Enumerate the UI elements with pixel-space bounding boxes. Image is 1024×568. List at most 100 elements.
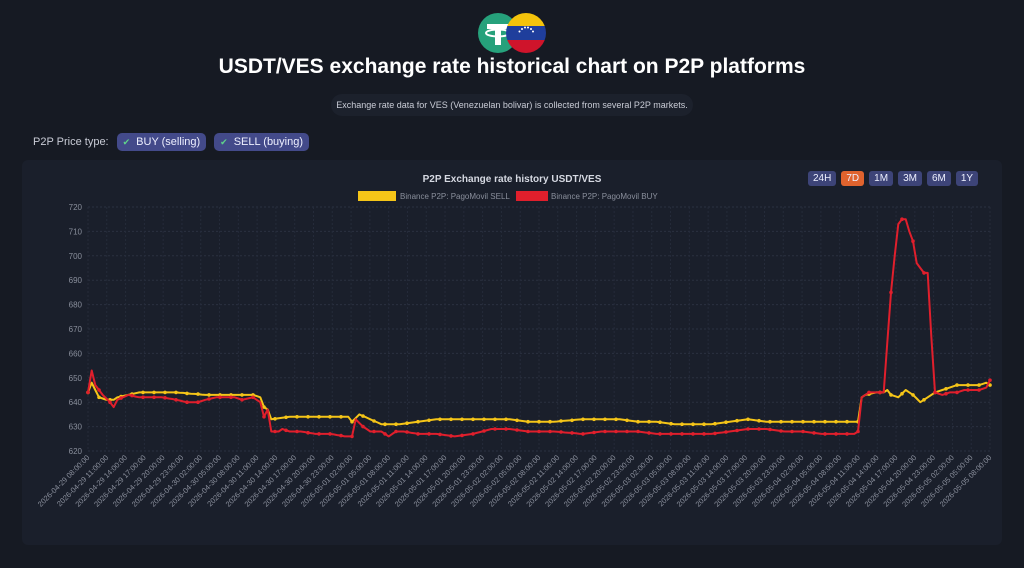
data-point[interactable] [647,419,651,424]
data-point[interactable] [174,390,178,395]
data-point[interactable] [625,418,629,423]
data-point[interactable] [383,422,387,427]
data-point[interactable] [471,432,475,436]
data-point[interactable] [713,431,717,436]
data-point[interactable] [438,432,442,437]
data-point[interactable] [262,405,266,409]
range-24h-button[interactable]: 24H [808,171,837,186]
range-6m-button[interactable]: 6M [926,171,951,186]
data-point[interactable] [845,432,849,436]
data-point[interactable] [768,419,772,424]
buy-toggle[interactable]: ✔ BUY (selling) [116,133,207,151]
data-point[interactable] [977,383,981,387]
data-point[interactable] [911,393,915,397]
data-point[interactable] [581,417,585,422]
data-point[interactable] [229,395,233,400]
data-point[interactable] [130,393,134,398]
data-point[interactable] [889,393,893,397]
sell-toggle[interactable]: ✔ SELL (buying) [214,133,310,151]
data-point[interactable] [284,428,288,433]
data-point[interactable] [702,432,706,436]
data-point[interactable] [526,429,530,434]
data-point[interactable] [603,429,607,434]
data-point[interactable] [482,429,486,433]
data-point[interactable] [636,429,640,434]
data-point[interactable] [713,421,717,426]
data-point[interactable] [86,390,90,395]
data-point[interactable] [515,418,519,423]
data-point[interactable] [834,419,838,424]
data-point[interactable] [295,415,299,419]
range-3m-button[interactable]: 3M [898,171,922,186]
data-point[interactable] [636,419,640,424]
data-point[interactable] [757,427,761,431]
data-point[interactable] [449,434,453,438]
data-point[interactable] [834,432,838,436]
data-point[interactable] [966,383,970,387]
data-point[interactable] [196,400,200,405]
data-point[interactable] [570,418,574,423]
data-point[interactable] [801,419,805,424]
data-point[interactable] [812,431,816,435]
data-point[interactable] [955,383,959,387]
legend-swatch-buy[interactable] [516,191,548,201]
data-point[interactable] [823,432,827,436]
data-point[interactable] [207,393,211,397]
data-point[interactable] [108,400,112,405]
data-point[interactable] [614,417,618,422]
data-point[interactable] [889,290,893,295]
data-point[interactable] [680,432,684,436]
data-point[interactable] [900,391,904,396]
data-point[interactable] [812,419,816,424]
data-point[interactable] [746,427,750,431]
data-point[interactable] [757,418,761,423]
data-point[interactable] [416,432,420,436]
data-point[interactable] [790,429,794,434]
data-point[interactable] [284,415,288,420]
data-point[interactable] [196,392,200,396]
data-point[interactable] [449,417,453,422]
data-point[interactable] [405,421,409,426]
data-point[interactable] [482,417,486,422]
data-point[interactable] [141,395,145,400]
data-point[interactable] [185,400,189,405]
data-point[interactable] [218,395,222,400]
data-point[interactable] [614,429,618,434]
data-point[interactable] [691,422,695,427]
data-point[interactable] [152,395,156,400]
data-point[interactable] [515,428,519,432]
data-point[interactable] [306,430,310,435]
data-point[interactable] [922,398,926,402]
data-point[interactable] [779,419,783,424]
data-point[interactable] [240,393,244,397]
data-point[interactable] [328,432,332,436]
data-point[interactable] [702,422,706,427]
data-point[interactable] [185,391,189,396]
data-point[interactable] [768,427,772,432]
data-point[interactable] [669,432,673,436]
data-point[interactable] [262,415,266,419]
data-point[interactable] [350,434,354,439]
data-point[interactable] [790,419,794,424]
data-point[interactable] [383,432,387,436]
data-point[interactable] [152,390,156,395]
data-point[interactable] [911,239,915,243]
data-point[interactable] [273,417,277,421]
data-point[interactable] [724,430,728,434]
data-point[interactable] [823,419,827,424]
data-point[interactable] [317,432,321,436]
data-point[interactable] [119,396,123,400]
data-point[interactable] [306,415,310,419]
data-point[interactable] [559,430,563,434]
data-point[interactable] [570,431,574,435]
data-point[interactable] [438,417,442,422]
data-point[interactable] [405,430,409,434]
data-point[interactable] [163,390,167,395]
data-point[interactable] [592,417,596,422]
data-point[interactable] [339,415,343,419]
data-point[interactable] [493,417,497,422]
data-point[interactable] [97,395,101,400]
data-point[interactable] [856,429,860,434]
data-point[interactable] [174,398,178,402]
data-point[interactable] [845,419,849,424]
